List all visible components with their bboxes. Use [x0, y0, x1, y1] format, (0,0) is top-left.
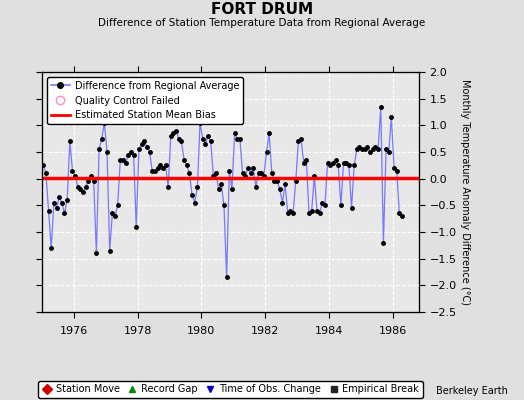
Text: 1978: 1978 [124, 326, 152, 336]
Text: 1986: 1986 [379, 326, 407, 336]
Text: Berkeley Earth: Berkeley Earth [436, 386, 508, 396]
Y-axis label: Monthly Temperature Anomaly Difference (°C): Monthly Temperature Anomaly Difference (… [460, 79, 470, 305]
Text: 1980: 1980 [187, 326, 215, 336]
Text: 1982: 1982 [251, 326, 279, 336]
Text: 1976: 1976 [60, 326, 88, 336]
Text: Difference of Station Temperature Data from Regional Average: Difference of Station Temperature Data f… [99, 18, 425, 28]
Legend: Station Move, Record Gap, Time of Obs. Change, Empirical Break: Station Move, Record Gap, Time of Obs. C… [38, 380, 423, 398]
Text: 1984: 1984 [315, 326, 343, 336]
Text: FORT DRUM: FORT DRUM [211, 2, 313, 17]
